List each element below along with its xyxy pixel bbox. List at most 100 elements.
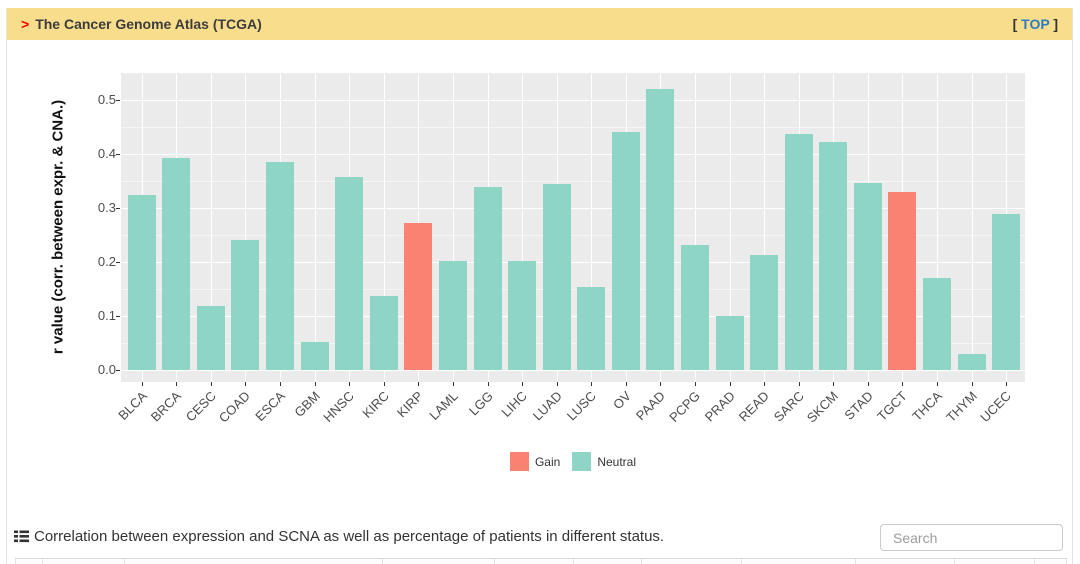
- table-column-border: [382, 559, 383, 564]
- bar-gbm: [300, 342, 329, 370]
- bar-thca: [923, 278, 952, 370]
- vertical-gridline: [971, 73, 973, 382]
- bar-coad: [231, 239, 260, 370]
- vertical-gridline: [383, 73, 385, 382]
- section-arrow-icon: >: [21, 16, 30, 32]
- table-column-border: [855, 559, 856, 564]
- bar-stad: [853, 182, 882, 370]
- bar-kirc: [369, 296, 398, 370]
- section-title: The Cancer Genome Atlas (TCGA): [35, 16, 262, 32]
- legend-item-neutral: Neutral: [572, 452, 636, 471]
- bar-read: [750, 254, 779, 370]
- x-tick-mark: [591, 382, 593, 386]
- x-tick-mark: [556, 382, 558, 386]
- bar-kirp: [404, 222, 433, 370]
- major-gridline: [121, 262, 1025, 263]
- top-link-close-bracket: ]: [1049, 16, 1058, 32]
- x-tick-mark: [452, 382, 454, 386]
- x-tick-mark: [729, 382, 731, 386]
- y-tick-label: 0.5: [97, 92, 116, 107]
- y-tick-mark: [116, 100, 120, 101]
- x-tick-mark: [867, 382, 869, 386]
- bar-lusc: [577, 286, 606, 370]
- legend-item-gain: Gain: [509, 452, 560, 471]
- major-gridline: [121, 208, 1025, 209]
- vertical-gridline: [245, 73, 247, 382]
- bar-blca: [127, 194, 156, 370]
- table-column-border: [1066, 559, 1067, 564]
- bar-hnsc: [335, 177, 364, 370]
- bar-cesc: [196, 305, 225, 370]
- x-tick-mark: [176, 382, 178, 386]
- bar-sarc: [784, 134, 813, 370]
- table-list-icon: [14, 530, 29, 543]
- x-tick-mark: [245, 382, 247, 386]
- section-header: > The Cancer Genome Atlas (TCGA) [ TOP ]: [7, 8, 1072, 40]
- minor-gridline: [121, 235, 1025, 236]
- table-column-border: [494, 559, 495, 564]
- bar-lgg: [473, 186, 502, 370]
- minor-gridline: [121, 181, 1025, 182]
- bar-brca: [162, 158, 191, 370]
- major-gridline: [121, 154, 1025, 155]
- vertical-gridline: [764, 73, 766, 382]
- chart-panel: [121, 73, 1025, 382]
- y-tick-label: 0.2: [97, 254, 116, 269]
- y-tick-mark: [116, 262, 120, 263]
- table-column-border: [124, 559, 125, 564]
- table-column-border: [1034, 559, 1035, 564]
- bar-tgct: [888, 192, 917, 370]
- search-input[interactable]: [880, 524, 1063, 551]
- table-column-border: [573, 559, 574, 564]
- table-column-border: [641, 559, 642, 564]
- y-tick-mark: [116, 154, 120, 155]
- bar-lihc: [508, 260, 537, 370]
- x-tick-mark: [798, 382, 800, 386]
- x-tick-mark: [764, 382, 766, 386]
- vertical-gridline: [452, 73, 454, 382]
- top-link-label[interactable]: TOP: [1021, 16, 1050, 32]
- vertical-gridline: [694, 73, 696, 382]
- minor-gridline: [121, 289, 1025, 290]
- x-tick-mark: [280, 382, 282, 386]
- x-tick-mark: [833, 382, 835, 386]
- x-tick-mark: [902, 382, 904, 386]
- caption-text: Correlation between expression and SCNA …: [34, 528, 665, 545]
- x-tick-mark: [141, 382, 143, 386]
- major-gridline: [121, 316, 1025, 317]
- bar-luad: [542, 184, 571, 370]
- bar-thym: [957, 354, 986, 370]
- table-header-strip: [15, 558, 1067, 564]
- x-tick-mark: [1006, 382, 1008, 386]
- top-link-open-bracket: [: [1012, 16, 1022, 32]
- legend-swatch: [572, 452, 592, 471]
- caption-row: Correlation between expression and SCNA …: [14, 522, 1067, 552]
- table-column-border: [42, 559, 43, 564]
- x-tick-mark: [660, 382, 662, 386]
- y-tick-mark: [116, 316, 120, 317]
- x-tick-mark: [418, 382, 420, 386]
- legend-label: Neutral: [597, 454, 637, 469]
- bar-ov: [611, 132, 640, 370]
- minor-gridline: [121, 127, 1025, 128]
- bar-pcpg: [680, 245, 709, 370]
- x-tick-mark: [937, 382, 939, 386]
- table-caption: Correlation between expression and SCNA …: [14, 528, 664, 545]
- x-tick-mark: [314, 382, 316, 386]
- y-tick-label: 0.4: [97, 146, 116, 161]
- vertical-gridline: [591, 73, 593, 382]
- table-column-border: [15, 559, 16, 564]
- table-column-border: [954, 559, 955, 564]
- x-tick-mark: [210, 382, 212, 386]
- major-gridline: [121, 370, 1025, 371]
- vertical-gridline: [210, 73, 212, 382]
- vertical-gridline: [522, 73, 524, 382]
- vertical-gridline: [937, 73, 939, 382]
- y-tick-label: 0.0: [97, 362, 116, 377]
- y-tick-mark: [116, 370, 120, 371]
- vertical-gridline: [729, 73, 731, 382]
- x-tick-mark: [349, 382, 351, 386]
- bar-paad: [646, 89, 675, 370]
- bar-ucec: [992, 213, 1021, 370]
- top-link[interactable]: [ TOP ]: [1013, 16, 1058, 32]
